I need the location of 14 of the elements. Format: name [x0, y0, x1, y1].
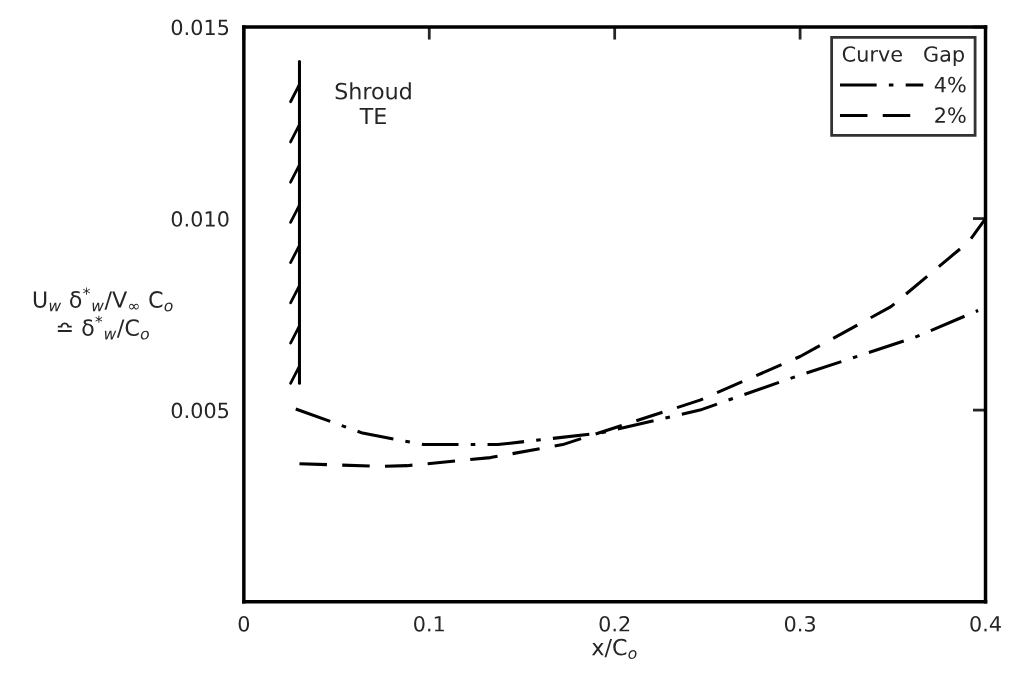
annotation: Shroud TE: [335, 82, 411, 125]
x-tick-label: 0.1: [414, 615, 444, 632]
x-axis-title: x/C$_{o}$: [591, 638, 637, 660]
x-tick-label: 0: [238, 615, 250, 632]
x-tick-label: 0.2: [599, 615, 630, 632]
text: U$_{w}$ δ$^{*}$$_{w}$/V$_{∞}$ C$_{o}$ ≏ δ$^{*}$$_{w}$/C$_{o}$: [33, 287, 173, 340]
y-tick-label: 0.010: [171, 211, 229, 227]
x-tick-label: 0.4: [970, 615, 1001, 632]
legend-title: Curve Gap: [842, 46, 964, 66]
legend-label: 2%: [935, 107, 966, 124]
x-tick-label: 0.3: [784, 615, 815, 632]
legend-label: 4%: [934, 76, 966, 93]
y-tick-label: 0.015: [171, 19, 229, 36]
y-tick-label: 0.005: [171, 402, 229, 419]
